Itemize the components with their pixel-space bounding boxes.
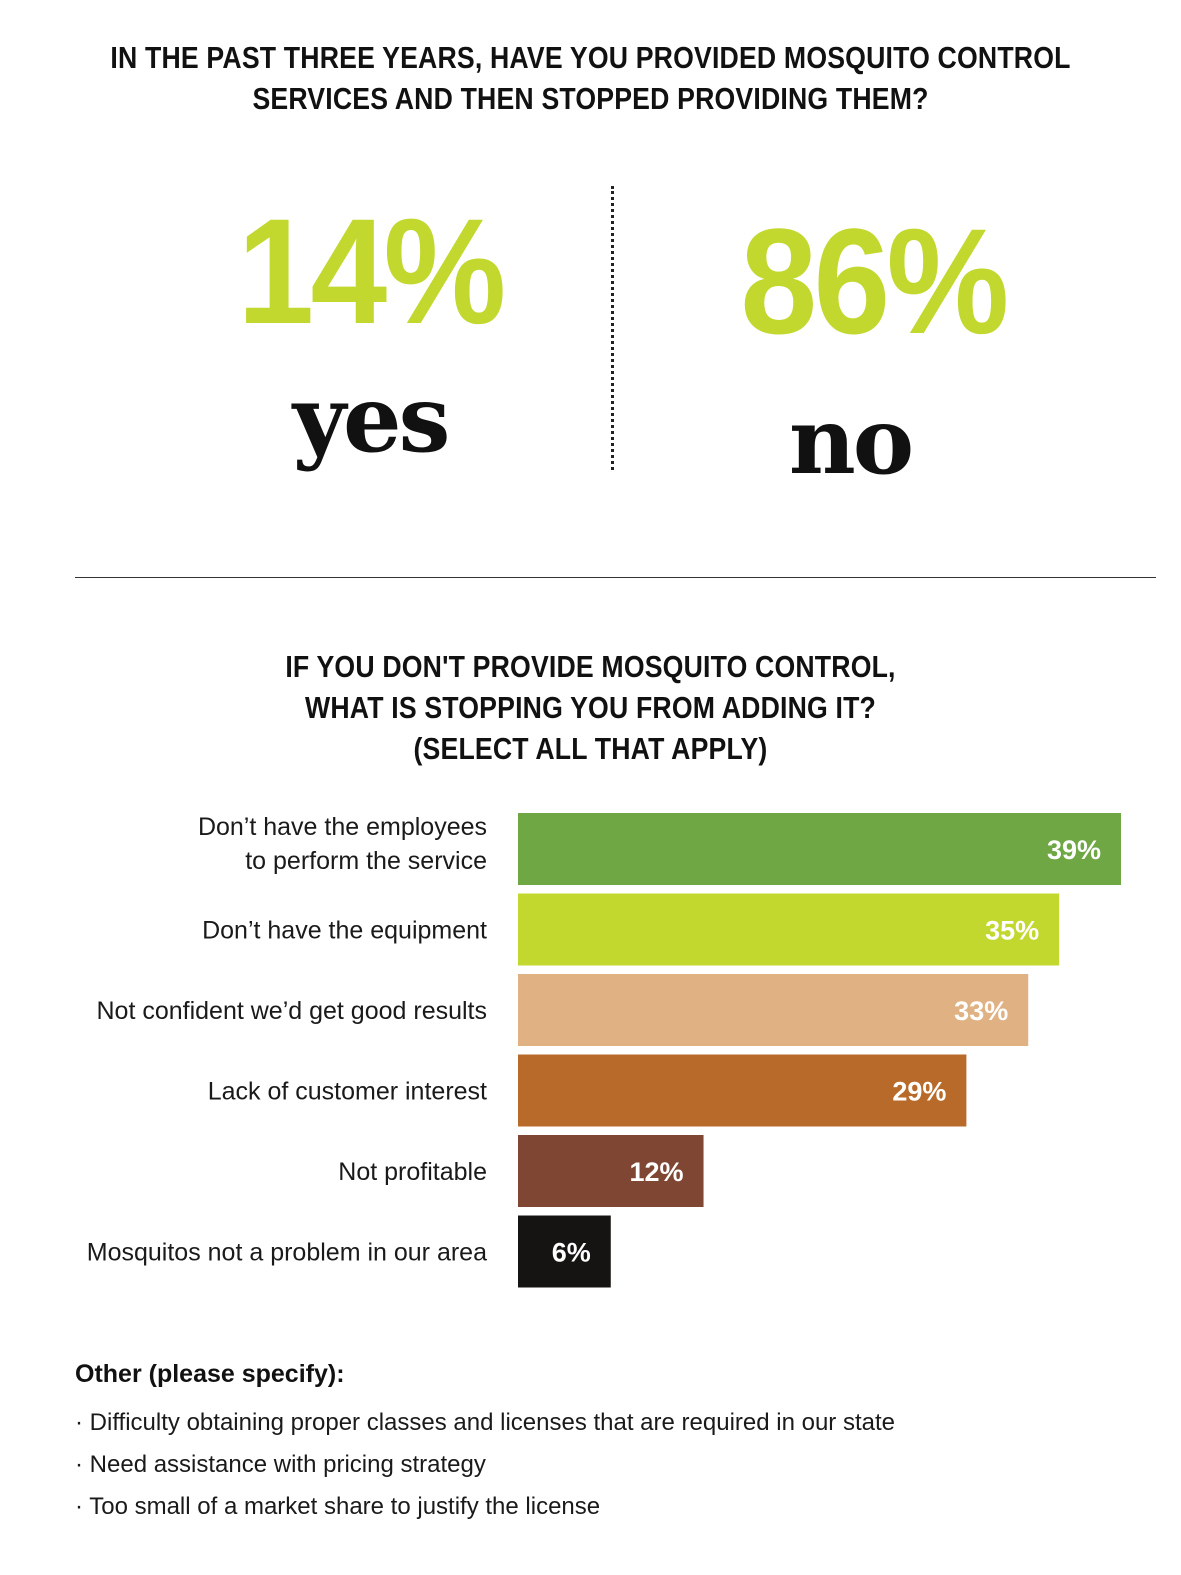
bar-5	[518, 1135, 704, 1207]
question-2-title-line-2: WHAT IS STOPPING YOU FROM ADDING IT?	[304, 690, 876, 725]
bar-category-label: Don’t have the employees	[198, 813, 487, 841]
yes-percentage: 14%	[237, 187, 506, 355]
bar-6	[518, 1215, 611, 1288]
bar-value-label: 12%	[629, 1157, 683, 1187]
bar-value-label: 6%	[552, 1238, 591, 1268]
bar-value-label: 39%	[1047, 835, 1101, 865]
other-response-item: · Too small of a market share to justify…	[75, 1493, 601, 1520]
bar-value-label: 29%	[892, 1077, 946, 1107]
bar-category-label: Lack of customer interest	[208, 1078, 487, 1106]
bar-category-label: Mosquitos not a problem in our area	[87, 1239, 487, 1267]
other-responses-list: · Difficulty obtaining proper classes an…	[75, 1402, 895, 1528]
section-divider	[75, 577, 1156, 578]
bar-category-label: Don’t have the equipment	[202, 917, 487, 945]
no-label: no	[788, 387, 914, 495]
other-responses-title: Other (please specify):	[75, 1360, 345, 1388]
reasons-bar-chart: 39% Don’t have the employees to perform th…	[87, 813, 1121, 1288]
question-1-title: IN THE PAST THREE YEARS, HAVE YOU PROVID…	[83, 37, 1099, 119]
bar-category-label: Not profitable	[338, 1158, 487, 1186]
bar-2	[518, 893, 1060, 966]
question-2-title-line-3: (SELECT ALL THAT APPLY)	[413, 731, 768, 766]
stat-divider	[611, 186, 614, 470]
bar-4	[518, 1054, 967, 1127]
question-2-title: IF YOU DON'T PROVIDE MOSQUITO CONTROL, W…	[83, 646, 1099, 769]
no-percentage: 86%	[740, 197, 1009, 365]
bar-3	[518, 974, 1029, 1046]
bar-category-label: Not confident we’d get good results	[96, 997, 487, 1025]
yes-label: yes	[292, 365, 451, 473]
bar-1	[518, 813, 1121, 885]
bar-category-label: to perform the service	[245, 847, 487, 875]
bar-value-label: 33%	[954, 996, 1008, 1026]
bar-value-label: 35%	[985, 916, 1039, 946]
question-2-title-line-1: IF YOU DON'T PROVIDE MOSQUITO CONTROL,	[285, 649, 896, 684]
other-response-item: · Difficulty obtaining proper classes an…	[75, 1409, 895, 1436]
question-1-title-line-2: SERVICES AND THEN STOPPED PROVIDING THEM…	[252, 81, 929, 116]
other-response-item: · Need assistance with pricing strategy	[75, 1451, 486, 1478]
question-1-title-line-1: IN THE PAST THREE YEARS, HAVE YOU PROVID…	[110, 40, 1071, 75]
